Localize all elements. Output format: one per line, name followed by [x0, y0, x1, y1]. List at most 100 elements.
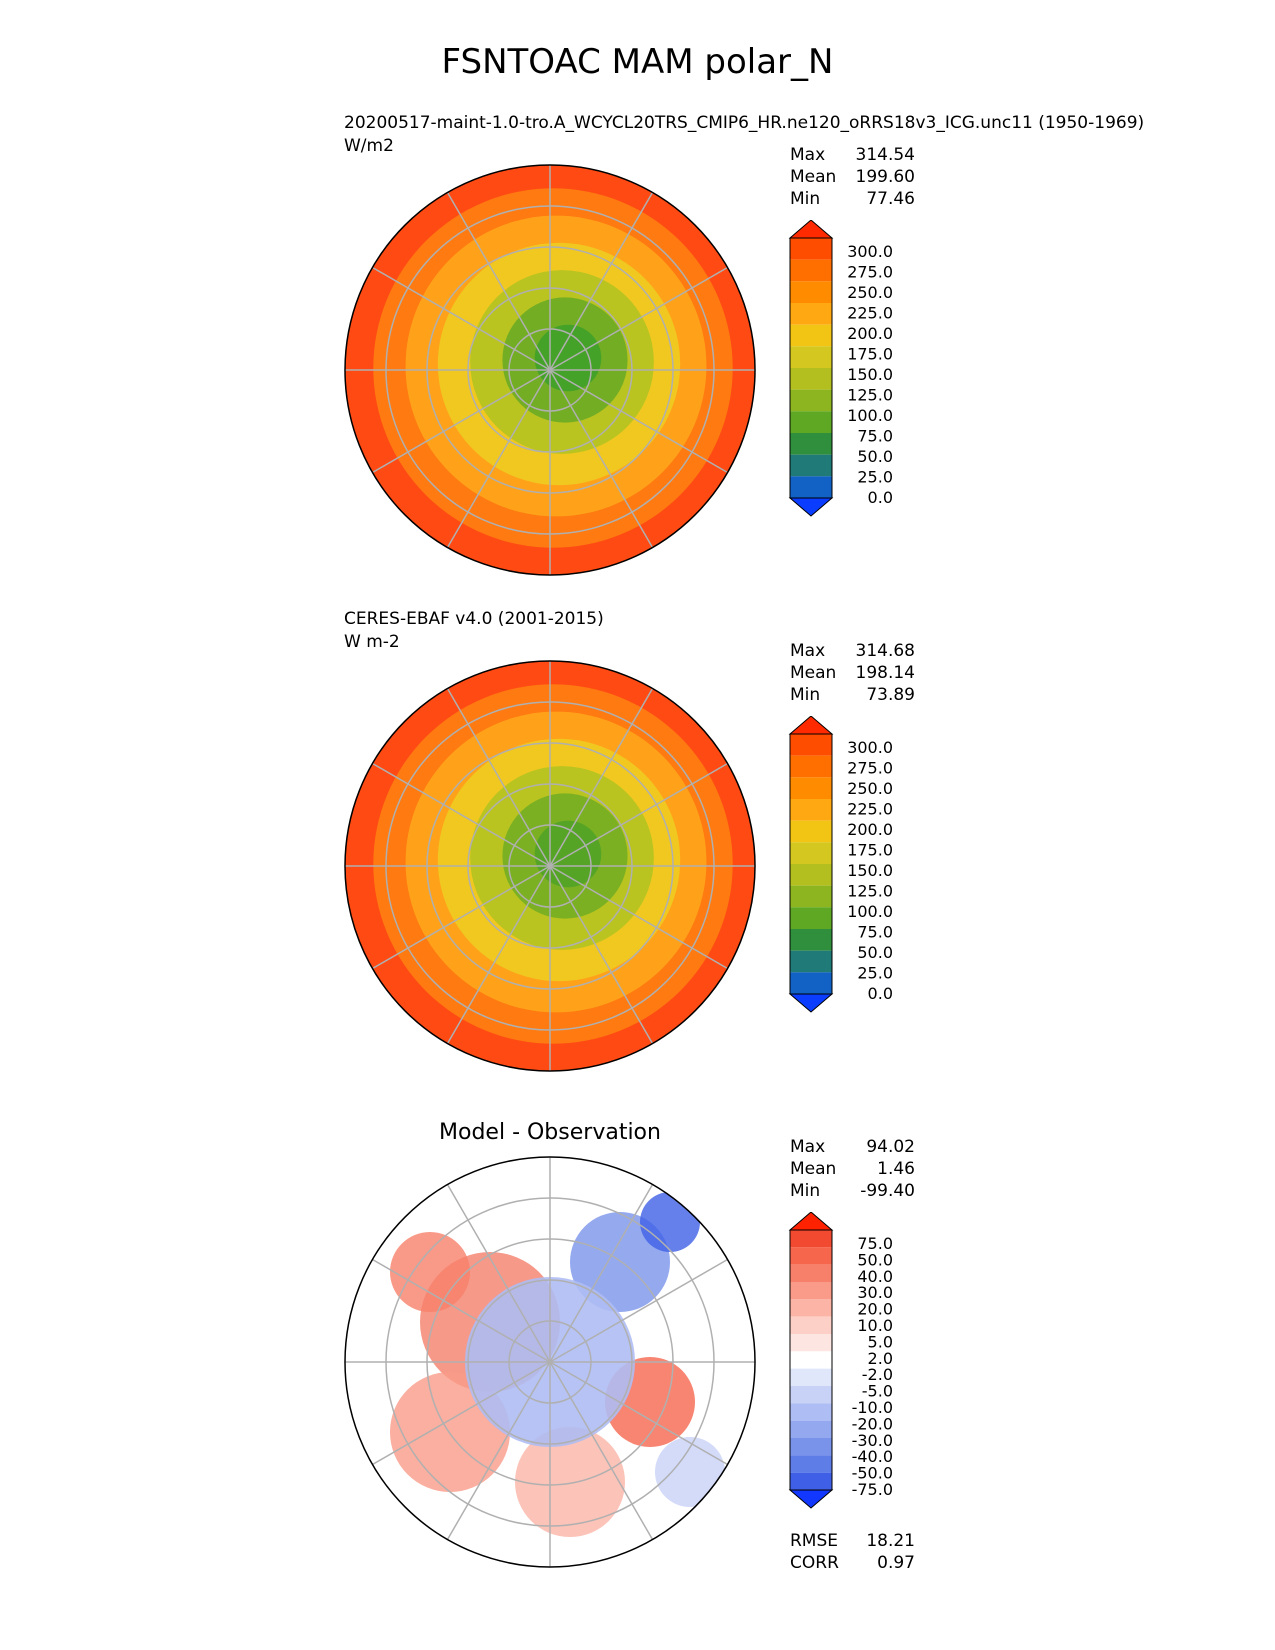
colorbar-segment [790, 755, 832, 778]
colorbar-segment [790, 1403, 832, 1421]
max-value: 314.54 [855, 145, 915, 165]
colorbar-segment [790, 1438, 832, 1456]
colorbar-extend-top [788, 716, 834, 735]
colorbar-tick-label: 25.0 [857, 964, 893, 983]
max-value: 94.02 [866, 1137, 915, 1157]
colorbar-tick-label: 125.0 [847, 882, 893, 901]
panel1-label: 20200517-maint-1.0-tro.A_WCYCL20TRS_CMIP… [344, 113, 1145, 133]
colorbar-tick-label: -10.0 [852, 1398, 893, 1417]
graticule-meridian [549, 688, 654, 867]
colorbar-tick-label: 75.0 [857, 923, 893, 942]
colorbar-segment [790, 1230, 832, 1248]
panel1-stats: Max 314.54 Mean 199.60 Min 77.46 [790, 144, 915, 210]
colorbar-segment [790, 1455, 832, 1473]
colorbar-tick-label: 275.0 [847, 263, 893, 282]
min-value: 77.46 [866, 189, 915, 209]
colorbar-tick-label: -20.0 [852, 1414, 893, 1433]
min-label: Min [790, 685, 821, 705]
colorbar-segment [790, 346, 832, 368]
field-zone [534, 324, 602, 392]
colorbar-tick-label: -75.0 [852, 1480, 893, 1499]
colorbar-segment [790, 929, 832, 951]
colorbar-extend-bottom [788, 993, 834, 1013]
mean-label: Mean [790, 663, 837, 683]
graticule-meridian [372, 266, 551, 371]
colorbar-tick-label: 20.0 [857, 1300, 893, 1319]
mean-value: 1.46 [877, 1159, 915, 1179]
colorbar-segment [790, 820, 832, 843]
figure-title: FSNTOAC MAM polar_N [441, 42, 834, 82]
panel3-stats: Max 94.02 Mean 1.46 Min -99.40 [790, 1136, 915, 1202]
colorbar-tick-label: 25.0 [857, 468, 893, 487]
colorbar-tick-label: 125.0 [847, 386, 893, 405]
colorbar-tick-label: 225.0 [847, 304, 893, 323]
rmse-label: RMSE [790, 1531, 839, 1551]
colorbar-tick-label: 30.0 [857, 1283, 893, 1302]
graticule-meridian [549, 1184, 654, 1363]
colorbar-segment [790, 1351, 832, 1369]
field-anomaly [390, 1232, 470, 1312]
colorbar-segment [790, 842, 832, 864]
panel3-metrics: RMSE 18.21 CORR 0.97 [790, 1530, 915, 1574]
colorbar-extend-bottom [788, 497, 834, 517]
corr-label: CORR [790, 1553, 839, 1573]
colorbar-frame [789, 733, 833, 995]
graticule-meridian [372, 865, 551, 970]
panel2-stats: Max 314.68 Mean 198.14 Min 73.89 [790, 640, 915, 706]
colorbar-tick-label: 50.0 [857, 1250, 893, 1269]
colorbar-tick-label: 10.0 [857, 1316, 893, 1335]
panel1-polar-map [344, 164, 756, 576]
min-label: Min [790, 1181, 821, 1201]
colorbar-extend-top [788, 220, 834, 239]
mean-label: Mean [790, 1159, 837, 1179]
colorbar-tick-label: 100.0 [847, 406, 893, 425]
map-boundary [344, 660, 756, 1072]
graticule-meridian [372, 762, 551, 867]
graticule-meridian [549, 266, 728, 371]
graticule-meridian [446, 865, 551, 1044]
panel3-polar-map [344, 1156, 756, 1568]
colorbar-tick-label: 175.0 [847, 345, 893, 364]
colorbar-segment [790, 1247, 832, 1265]
colorbar-tick-label: 75.0 [857, 1234, 893, 1253]
graticule-meridian [549, 865, 654, 1044]
graticule-meridian [446, 688, 551, 867]
graticule-meridian [549, 762, 728, 867]
colorbar-segment [790, 324, 832, 347]
colorbar-tick-label: 40.0 [857, 1267, 893, 1286]
colorbar-segment [790, 972, 832, 994]
field-anomaly [515, 1427, 625, 1537]
colorbar-tick-label: -5.0 [862, 1382, 893, 1401]
graticule-meridian [372, 1258, 551, 1363]
colorbar-tick-label: 75.0 [857, 427, 893, 446]
graticule-meridian [549, 1361, 728, 1466]
graticule-meridian [549, 865, 728, 970]
panel2-label: CERES-EBAF v4.0 (2001-2015) [344, 609, 604, 629]
colorbar-segment [790, 1299, 832, 1317]
panel3-title: Model - Observation [439, 1120, 661, 1145]
colorbar-tick-label: 300.0 [847, 242, 893, 261]
colorbar-segment [790, 368, 832, 390]
colorbar-tick-label: 5.0 [868, 1332, 893, 1351]
colorbar-segment [790, 1334, 832, 1352]
colorbar-segment [790, 1316, 832, 1334]
min-value: 73.89 [866, 685, 915, 705]
graticule-meridian [446, 1361, 551, 1540]
colorbar-segment [790, 1386, 832, 1404]
colorbar-segment [790, 281, 832, 303]
colorbar-tick-label: 0.0 [868, 984, 893, 1003]
colorbar-tick-label: 250.0 [847, 779, 893, 798]
colorbar-tick-label: 100.0 [847, 902, 893, 921]
colorbar-segment [790, 1264, 832, 1282]
colorbar-segment [790, 259, 832, 282]
colorbar-extend-top [788, 1212, 834, 1231]
colorbar-tick-label: 250.0 [847, 283, 893, 302]
colorbar-segment [790, 1368, 832, 1386]
graticule-meridian [446, 192, 551, 371]
colorbar-tick-label: -30.0 [852, 1431, 893, 1450]
mean-value: 199.60 [855, 167, 915, 187]
colorbar-tick-label: 2.0 [868, 1349, 893, 1368]
colorbar-segment [790, 1420, 832, 1438]
colorbar-tick-label: 275.0 [847, 759, 893, 778]
